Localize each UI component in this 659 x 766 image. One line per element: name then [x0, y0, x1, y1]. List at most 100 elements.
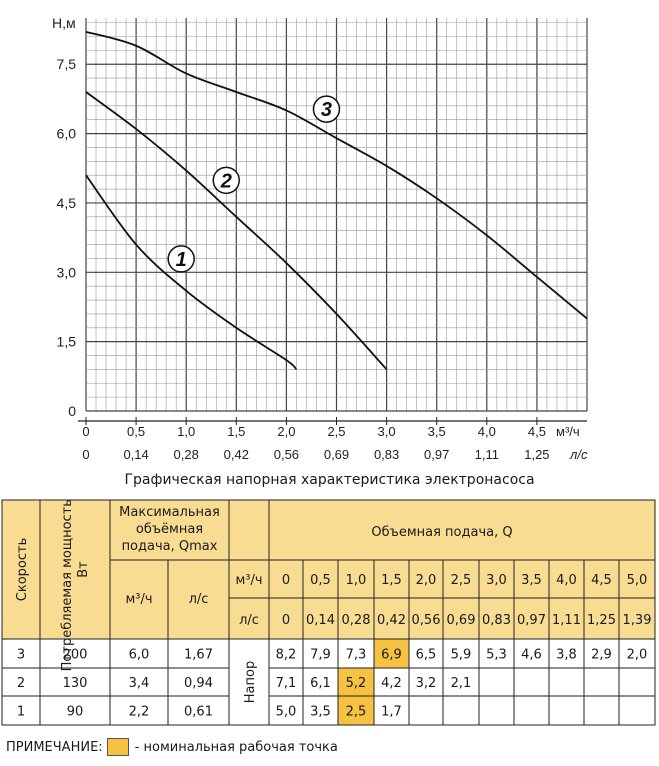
- row-head-cell: 3,5: [310, 705, 331, 720]
- x-tick-label-m3h: 1,0: [177, 424, 195, 439]
- flow-m3h-cell: 3,5: [521, 573, 542, 588]
- row-speed: 3: [17, 648, 25, 663]
- svg-text:2: 2: [220, 170, 232, 192]
- row-head-cell: 7,9: [310, 648, 331, 663]
- row-head-cell: 7,3: [346, 648, 367, 663]
- x-tick-label-m3h: 2,5: [327, 424, 345, 439]
- flow-m3h-cell: 4,0: [556, 573, 577, 588]
- note-text: - номинальная рабочая точка: [134, 739, 338, 755]
- x-unit-ls: л/с: [569, 447, 588, 462]
- y-tick-label: 6,0: [57, 126, 77, 142]
- curve-speed-1: [85, 174, 298, 371]
- row-head-cell: 5,2: [346, 676, 367, 691]
- table-note: ПРИМЕЧАНИЕ: - номинальная рабочая точка: [6, 738, 338, 756]
- svg-text:1: 1: [176, 249, 187, 271]
- chart-caption: Графическая напорная характеристика элек…: [124, 472, 535, 488]
- row-speed: 1: [17, 705, 25, 720]
- row-head-cell: 3,8: [556, 648, 577, 663]
- curve-speed-3: [85, 31, 588, 320]
- header-head: Напор: [243, 661, 258, 703]
- y-tick-label: 0: [68, 403, 76, 419]
- note-label: ПРИМЕЧАНИЕ:: [6, 739, 103, 755]
- flow-m3h-cell: 3,0: [486, 573, 507, 588]
- x-tick-label-ls: 0,56: [274, 447, 299, 462]
- row-head-cell: 8,2: [276, 648, 297, 663]
- row-head-cell: 4,2: [381, 676, 402, 691]
- svg-text:3: 3: [321, 99, 332, 121]
- x-tick-label-ls: 0,28: [174, 447, 199, 462]
- flow-m3h-cell: 2,5: [451, 573, 472, 588]
- flow-ls-cell: 0,69: [447, 613, 476, 628]
- row-power: 130: [63, 676, 88, 691]
- flow-m3h-cell: 1,0: [346, 573, 367, 588]
- flow-ls-cell: 1,11: [552, 613, 581, 628]
- x-tick-label-ls: 0,42: [224, 447, 249, 462]
- flow-ls-cell: 0,14: [306, 613, 335, 628]
- y-tick-label: 1,5: [57, 334, 77, 350]
- x-tick-label-m3h: 3,5: [428, 424, 446, 439]
- y-tick-label: 7,5: [57, 56, 77, 72]
- x-tick-label-m3h: 3,0: [378, 424, 396, 439]
- y-tick-label: 4,5: [57, 195, 77, 211]
- x-tick-label-m3h: 4,0: [478, 424, 496, 439]
- flow-ls-cell: 0,97: [517, 613, 546, 628]
- y-axis-label: H,м: [52, 15, 76, 31]
- flow-m3h-cell: 1,5: [381, 573, 402, 588]
- chart-ticks: 01,53,04,56,07,5000,50,141,00,281,50,422…: [57, 56, 550, 462]
- curve-label-2: 2: [212, 166, 241, 195]
- flow-ls-cell: 1,25: [587, 613, 616, 628]
- row-qmax-ls: 0,94: [184, 676, 213, 691]
- header-qmax-ls: л/с: [189, 592, 209, 607]
- x-tick-label-m3h: 0,5: [127, 424, 145, 439]
- x-tick-label-m3h: 1,5: [227, 424, 245, 439]
- flow-m3h-cell: 0: [282, 573, 290, 588]
- row-head-cell: 6,5: [416, 648, 437, 663]
- row-qmax-m3h: 3,4: [129, 676, 150, 691]
- row-head-cell: 7,1: [276, 676, 297, 691]
- flow-m3h-cell: 4,5: [591, 573, 612, 588]
- header-qmax-m3h: м³/ч: [125, 592, 152, 607]
- row-qmax-ls: 1,67: [184, 648, 213, 663]
- flow-ls-cell: 0,56: [412, 613, 441, 628]
- row-head-cell: 6,1: [310, 676, 331, 691]
- row-qmax-ls: 0,61: [184, 705, 213, 720]
- chart-curves: 1 2 3: [85, 31, 588, 371]
- flow-m3h-cell: 0,5: [310, 573, 331, 588]
- row-head-cell: 3,2: [416, 676, 437, 691]
- row-qmax-m3h: 2,2: [129, 705, 150, 720]
- row-head-cell: 2,5: [346, 705, 367, 720]
- flow-m3h-cell: 5,0: [627, 573, 648, 588]
- row-head-cell: 1,7: [381, 705, 402, 720]
- x-tick-label-ls: 0,14: [123, 447, 148, 462]
- nominal-cell: [338, 668, 374, 696]
- flow-ls-cell: 0,42: [377, 613, 406, 628]
- curve-label-1: 1: [167, 245, 195, 273]
- flow-ls-cell: 0,28: [342, 613, 371, 628]
- nominal-cell: [338, 696, 374, 725]
- x-tick-label-m3h: 2,0: [277, 424, 295, 439]
- x-unit-m3h: м³/ч: [556, 424, 580, 439]
- x-tick-label-ls: 0,83: [374, 447, 399, 462]
- x-tick-label-ls: 0: [82, 447, 89, 462]
- nominal-cell: [374, 639, 409, 668]
- row-head-cell: 2,1: [451, 676, 472, 691]
- row-speed: 2: [17, 676, 25, 691]
- header-unit-ls: л/с: [239, 613, 259, 628]
- row-head-cell: 5,0: [276, 705, 297, 720]
- x-tick-label-m3h: 0: [82, 424, 89, 439]
- performance-table: Скорость Потребляемая мощность (P₁),Вт Мак…: [1, 498, 656, 726]
- flow-ls-cell: 1,39: [623, 613, 652, 628]
- header-qmax: Максимальная объёмная подача, Qmax: [119, 505, 220, 554]
- row-power: 200: [63, 648, 88, 663]
- x-tick-label-m3h: 4,5: [528, 424, 546, 439]
- header-power: Потребляемая мощность (P₁),Вт: [60, 498, 91, 671]
- row-qmax-m3h: 6,0: [129, 648, 150, 663]
- header-flow: Объемная подача, Q: [371, 525, 512, 540]
- row-power: 90: [67, 705, 84, 720]
- x-tick-label-ls: 1,11: [475, 447, 499, 462]
- header-unit-m3h: м³/ч: [235, 573, 262, 588]
- flow-ls-cell: 0,83: [482, 613, 511, 628]
- flow-ls-cell: 0: [282, 613, 290, 628]
- header-speed: Скорость: [15, 538, 30, 601]
- row-head-cell: 4,6: [521, 648, 542, 663]
